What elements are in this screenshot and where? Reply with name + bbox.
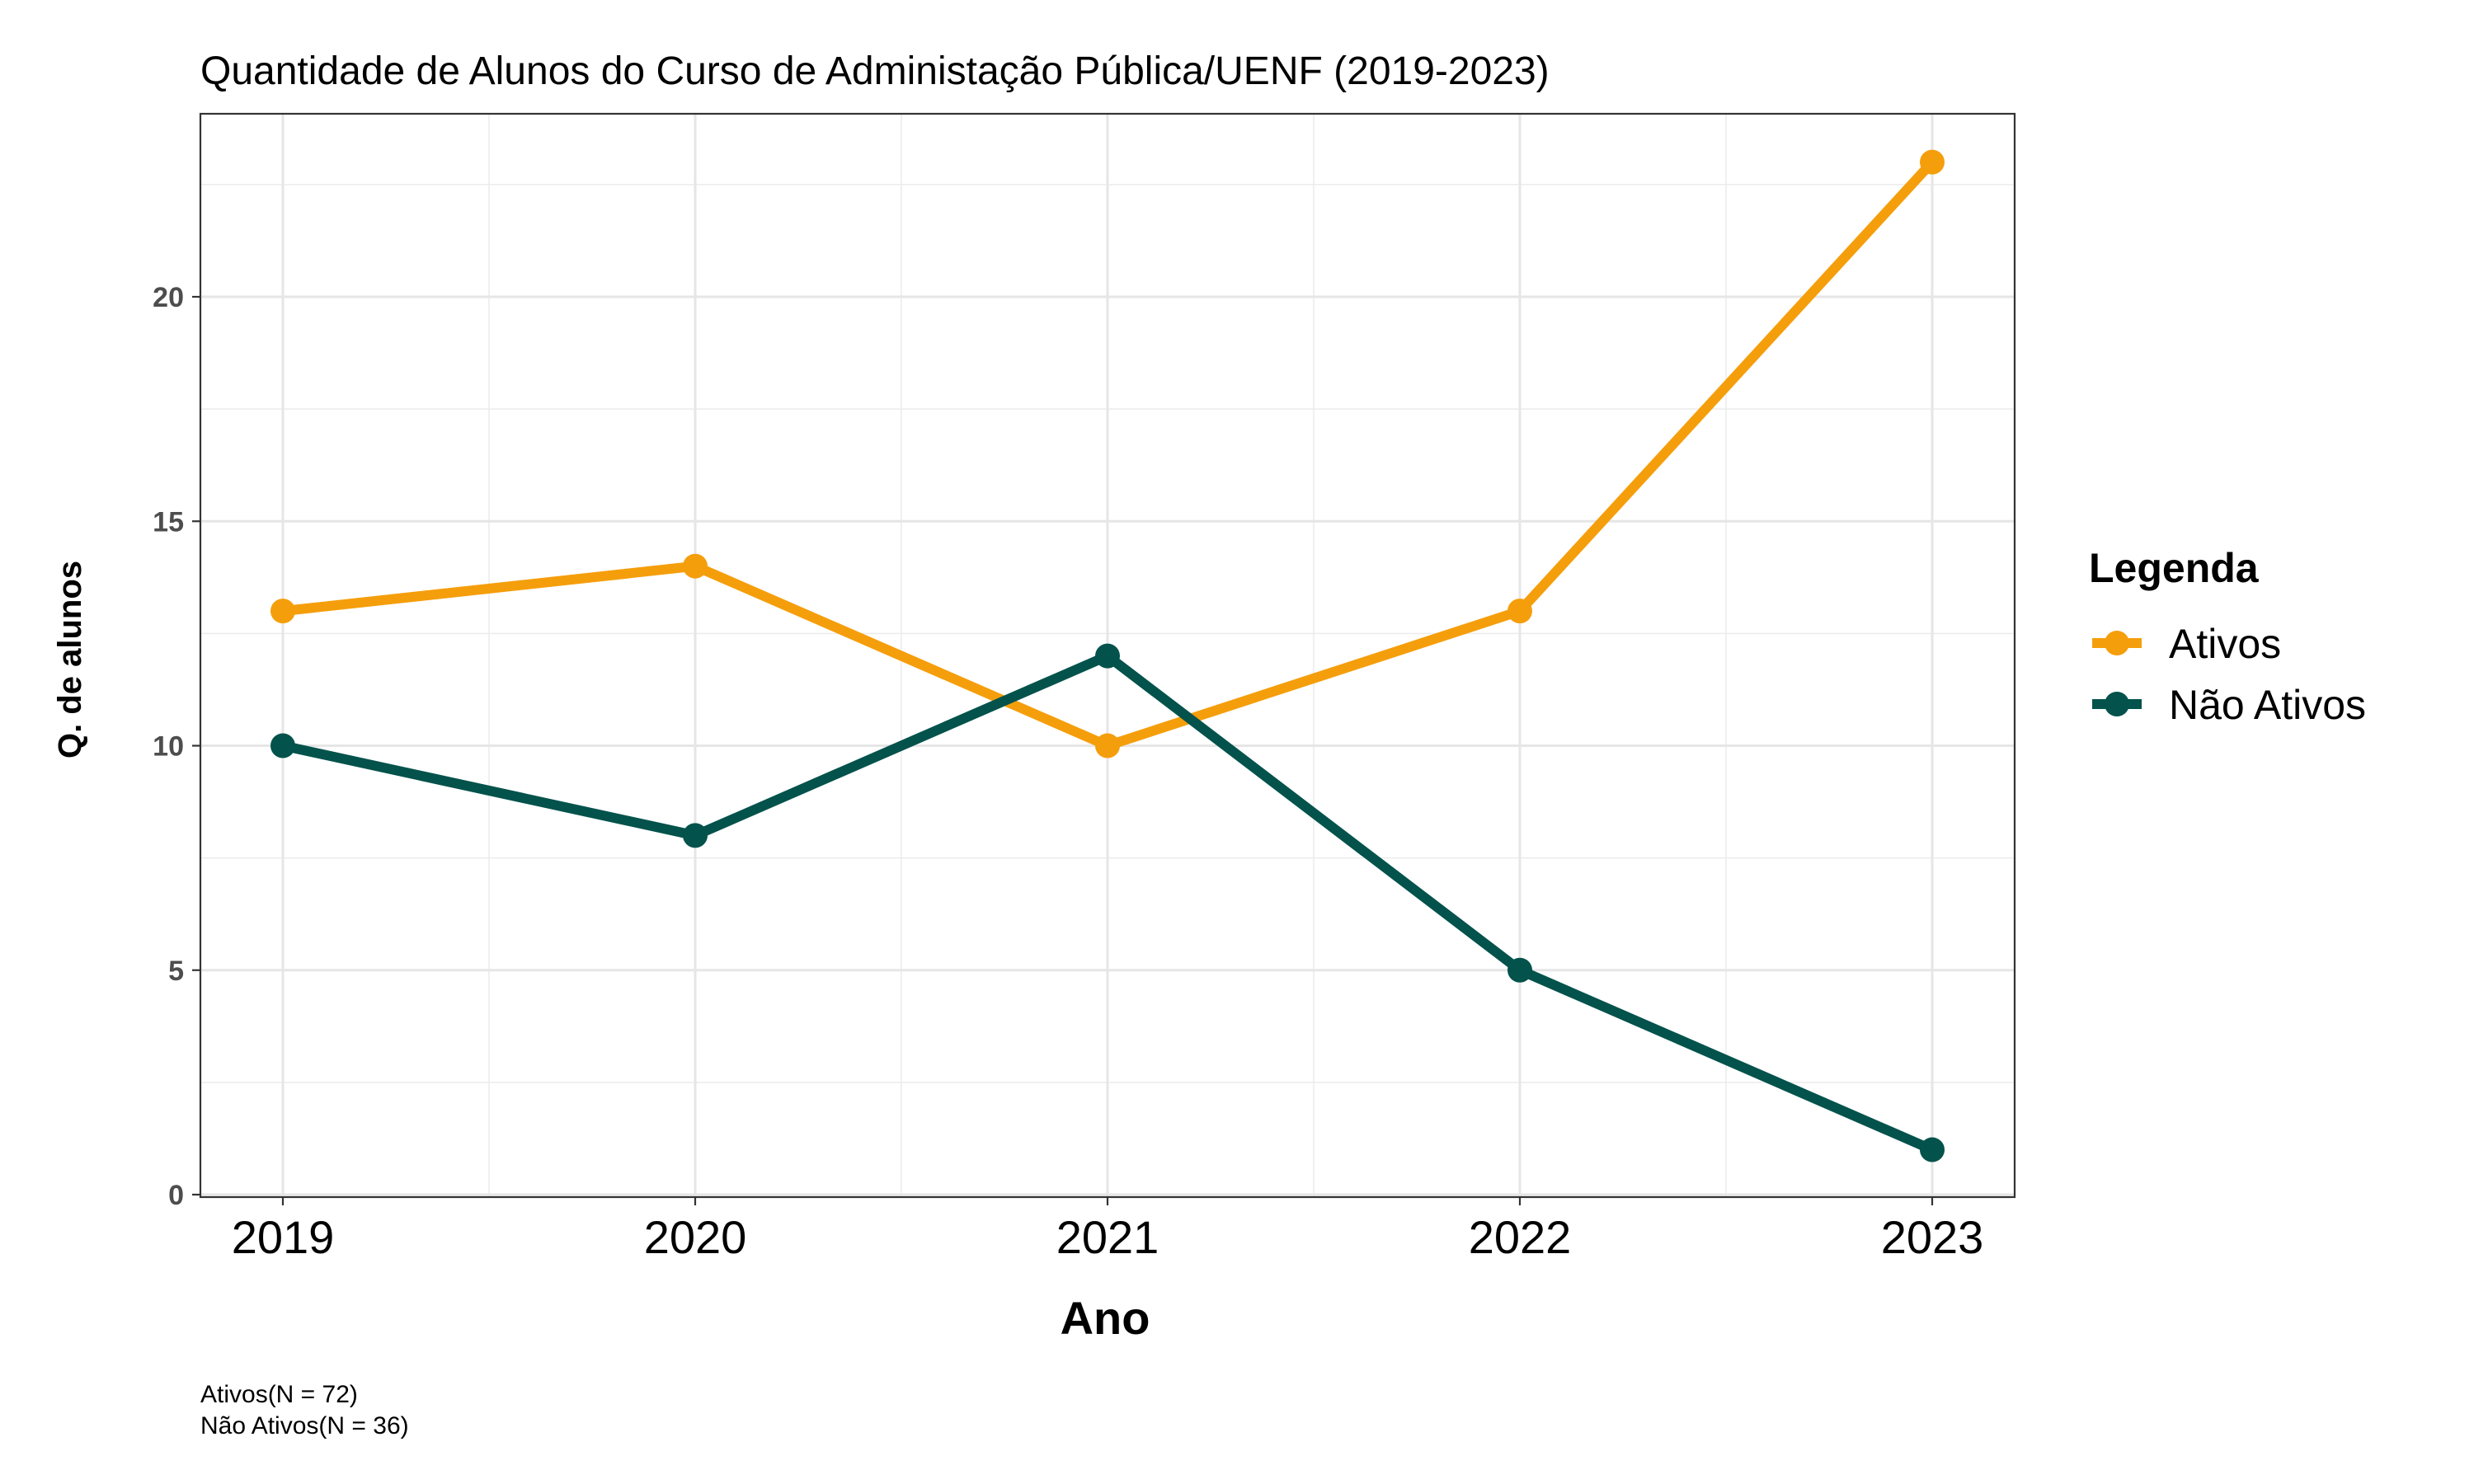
x-axis-label: Ano — [1061, 1292, 1150, 1344]
data-point-0-4 — [1920, 149, 1945, 175]
legend-key-point-0 — [2105, 631, 2129, 655]
data-point-0-1 — [683, 553, 708, 579]
legend-label-1: Não Ativos — [2169, 682, 2366, 728]
x-tick-label: 2019 — [232, 1211, 335, 1263]
y-tick-label: 10 — [153, 731, 184, 763]
y-tick-label: 20 — [153, 282, 184, 313]
x-tick-label: 2023 — [1881, 1211, 1984, 1263]
legend-title: Legenda — [2089, 545, 2260, 591]
chart-title: Quantidade de Alunos do Curso de Adminis… — [200, 49, 1550, 93]
y-axis-label: Q. de alunos — [52, 561, 88, 758]
y-tick-label: 15 — [153, 506, 184, 538]
x-tick-label: 2022 — [1469, 1211, 1572, 1263]
data-point-0-2 — [1095, 733, 1120, 758]
legend-label-0: Ativos — [2169, 621, 2281, 667]
data-point-1-1 — [683, 823, 708, 848]
y-tick-label: 5 — [168, 956, 184, 987]
x-axis: 2019 2020 2021 2022 2023 — [232, 1197, 1984, 1263]
legend-key-point-1 — [2105, 692, 2129, 716]
data-point-1-3 — [1507, 957, 1532, 983]
y-tick-label: 0 — [168, 1180, 184, 1211]
data-point-1-0 — [270, 733, 295, 758]
series-layer — [270, 149, 1945, 1162]
data-point-1-4 — [1920, 1137, 1945, 1162]
data-point-0-0 — [270, 599, 295, 624]
x-tick-label: 2021 — [1056, 1211, 1159, 1263]
data-point-1-2 — [1095, 643, 1120, 669]
x-tick-label: 2020 — [644, 1211, 747, 1263]
caption-line-2: Não Ativos(N = 36) — [200, 1412, 409, 1439]
legend: Legenda Ativos Não Ativos — [2089, 545, 2366, 728]
caption-line-1: Ativos(N = 72) — [200, 1381, 358, 1408]
y-axis: 0 5 10 15 20 — [153, 282, 200, 1211]
data-point-0-3 — [1507, 599, 1532, 624]
